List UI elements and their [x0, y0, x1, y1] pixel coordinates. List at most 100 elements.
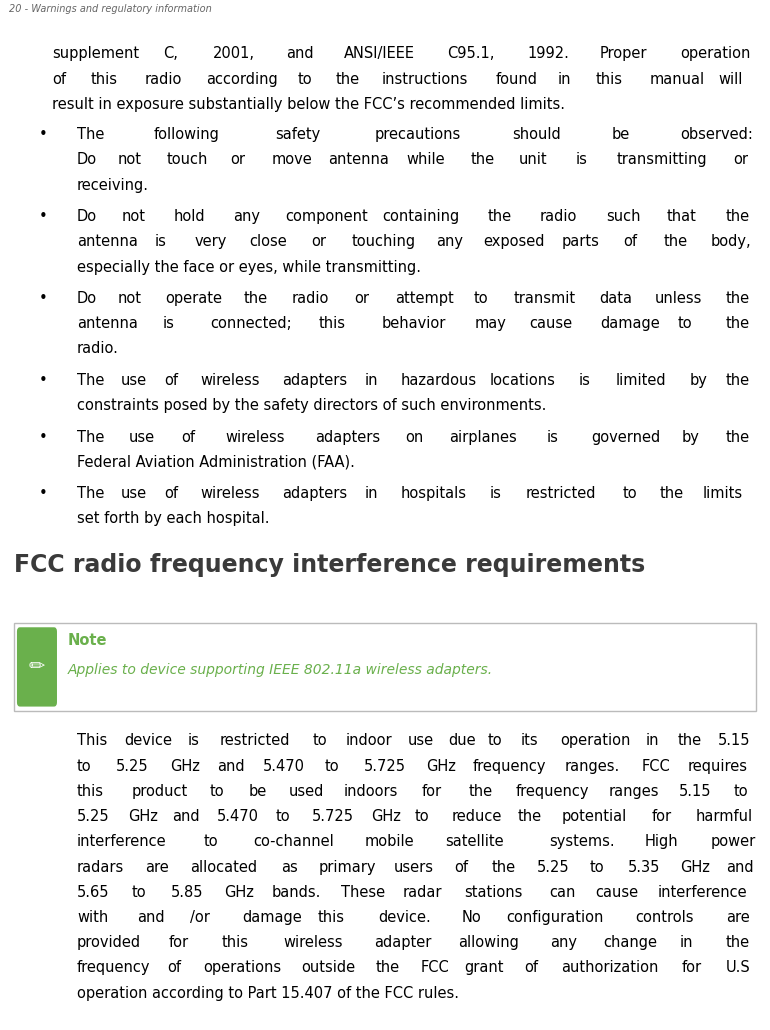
Text: •: • — [38, 430, 47, 445]
Text: data: data — [600, 290, 632, 306]
Text: this: this — [319, 316, 346, 332]
Text: the: the — [487, 209, 511, 225]
Text: Applies to device supporting IEEE 802.11a wireless adapters.: Applies to device supporting IEEE 802.11… — [68, 662, 493, 677]
Text: the: the — [243, 290, 268, 306]
Text: of: of — [624, 234, 638, 249]
Text: touching: touching — [351, 234, 415, 249]
Text: manual: manual — [649, 72, 705, 87]
Text: for: for — [169, 935, 189, 951]
Text: GHz: GHz — [371, 809, 401, 824]
Text: with: with — [77, 909, 109, 925]
Text: precautions: precautions — [375, 127, 461, 142]
Text: to: to — [623, 486, 638, 502]
Text: cause: cause — [530, 316, 573, 332]
Text: restricted: restricted — [219, 733, 290, 749]
Text: limits: limits — [703, 486, 743, 502]
Text: ranges.: ranges. — [564, 758, 620, 774]
Text: be: be — [611, 127, 630, 142]
Text: device.: device. — [378, 909, 431, 925]
Text: FCC: FCC — [641, 758, 670, 774]
Text: •: • — [38, 486, 47, 502]
Text: this: this — [222, 935, 249, 951]
Text: requires: requires — [688, 758, 748, 774]
Text: systems.: systems. — [549, 834, 614, 850]
Text: indoors: indoors — [343, 784, 398, 799]
Text: as: as — [281, 859, 298, 874]
Text: 5.725: 5.725 — [312, 809, 354, 824]
Text: radar: radar — [403, 885, 442, 900]
Text: primary: primary — [319, 859, 376, 874]
Text: radio: radio — [145, 72, 182, 87]
Text: any: any — [437, 234, 464, 249]
Text: /or: /or — [190, 909, 210, 925]
Text: while: while — [407, 152, 445, 168]
Text: for: for — [421, 784, 441, 799]
Text: of: of — [165, 486, 179, 502]
Text: according: according — [206, 72, 277, 87]
Text: to: to — [131, 885, 146, 900]
Text: exposed: exposed — [484, 234, 545, 249]
Text: to: to — [276, 809, 290, 824]
Text: 20 - Warnings and regulatory information: 20 - Warnings and regulatory information — [9, 4, 212, 13]
Text: ✏: ✏ — [28, 657, 45, 677]
Text: is: is — [490, 486, 502, 502]
Text: Note: Note — [68, 633, 107, 649]
Text: potential: potential — [562, 809, 628, 824]
Text: damage: damage — [600, 316, 660, 332]
Text: can: can — [549, 885, 575, 900]
Text: in: in — [680, 935, 693, 951]
Text: 5.470: 5.470 — [216, 809, 259, 824]
Text: power: power — [711, 834, 756, 850]
Text: result in exposure substantially below the FCC’s recommended limits.: result in exposure substantially below t… — [52, 97, 565, 112]
Text: The: The — [77, 373, 105, 388]
Text: for: for — [651, 809, 671, 824]
Text: close: close — [249, 234, 287, 249]
Text: in: in — [646, 733, 659, 749]
Text: to: to — [325, 758, 340, 774]
Text: connected;: connected; — [210, 316, 292, 332]
Text: device: device — [125, 733, 172, 749]
Text: found: found — [496, 72, 538, 87]
Text: C,: C, — [163, 46, 178, 62]
Text: •: • — [38, 290, 47, 306]
Text: not: not — [117, 290, 142, 306]
Text: reduce: reduce — [451, 809, 502, 824]
Text: the: the — [336, 72, 360, 87]
Text: that: that — [666, 209, 696, 225]
Text: constraints posed by the safety directors of such environments.: constraints posed by the safety director… — [77, 398, 547, 413]
Text: operation: operation — [561, 733, 631, 749]
Text: The: The — [77, 486, 105, 502]
Text: These: These — [340, 885, 385, 900]
Text: or: or — [230, 152, 246, 168]
Text: operation according to Part 15.407 of the FCC rules.: operation according to Part 15.407 of th… — [77, 986, 459, 1001]
Text: wireless: wireless — [226, 430, 285, 445]
Text: authorization: authorization — [561, 960, 658, 975]
Text: GHz: GHz — [426, 758, 456, 774]
Text: or: or — [355, 290, 370, 306]
Text: due: due — [448, 733, 476, 749]
Text: in: in — [557, 72, 571, 87]
Text: on: on — [405, 430, 424, 445]
Text: attempt: attempt — [395, 290, 454, 306]
Text: 5.15: 5.15 — [678, 784, 711, 799]
Text: 5.65: 5.65 — [77, 885, 109, 900]
Text: in: in — [364, 373, 378, 388]
Text: frequency: frequency — [516, 784, 589, 799]
Text: interference: interference — [658, 885, 747, 900]
Text: its: its — [521, 733, 538, 749]
Text: adapters: adapters — [283, 486, 348, 502]
Text: and: and — [216, 758, 244, 774]
Text: The: The — [77, 127, 105, 142]
Text: controls: controls — [635, 909, 694, 925]
Text: radio: radio — [540, 209, 577, 225]
Text: hazardous: hazardous — [400, 373, 477, 388]
Text: •: • — [38, 373, 47, 388]
Text: damage: damage — [243, 909, 303, 925]
Text: any: any — [233, 209, 260, 225]
Text: following: following — [153, 127, 219, 142]
Text: move: move — [272, 152, 313, 168]
Text: transmit: transmit — [514, 290, 576, 306]
Text: Do: Do — [77, 152, 97, 168]
Text: to: to — [415, 809, 430, 824]
Text: of: of — [181, 430, 195, 445]
